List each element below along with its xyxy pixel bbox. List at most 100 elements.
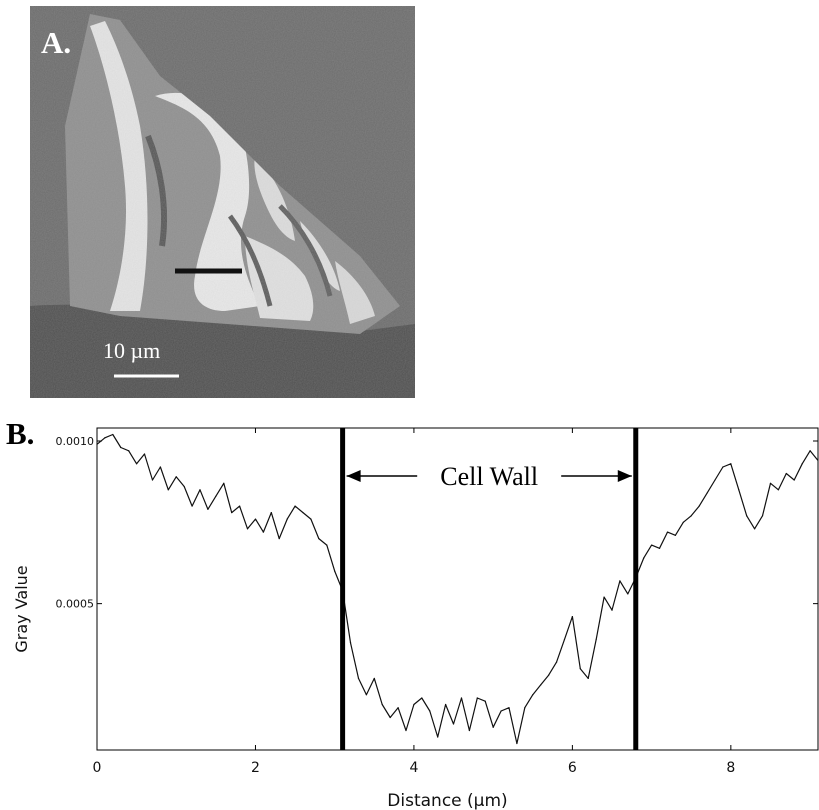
y-tick-label: 0.0005 xyxy=(56,598,95,611)
data-point xyxy=(658,547,661,549)
data-point xyxy=(595,638,597,641)
data-point xyxy=(429,710,431,712)
data-point xyxy=(548,674,550,676)
data-point xyxy=(769,482,772,484)
y-tick-label: 0.0010 xyxy=(56,435,95,448)
data-point xyxy=(96,443,98,445)
x-axis-label: Distance (µm) xyxy=(387,791,507,810)
data-point xyxy=(468,729,470,732)
x-tick-label: 4 xyxy=(409,760,418,776)
data-point xyxy=(690,515,692,517)
arrowhead-right-icon xyxy=(617,470,632,482)
data-point xyxy=(207,508,209,510)
cell-wall-annotation: Cell Wall xyxy=(440,462,538,491)
data-point xyxy=(706,492,708,494)
data-point xyxy=(437,736,439,738)
data-point xyxy=(777,489,779,491)
data-point xyxy=(143,453,146,455)
data-point xyxy=(674,534,676,536)
data-point xyxy=(231,511,233,514)
data-point xyxy=(159,466,161,468)
data-point xyxy=(571,616,573,618)
data-point xyxy=(270,511,272,514)
data-point xyxy=(294,505,296,507)
panel-a-label: A. xyxy=(41,25,72,60)
data-point xyxy=(175,476,177,478)
data-point xyxy=(714,479,716,481)
data-point xyxy=(151,479,154,481)
data-point xyxy=(722,466,724,468)
data-point xyxy=(167,489,169,491)
data-point xyxy=(666,531,669,533)
data-point xyxy=(651,544,653,546)
x-tick-label: 2 xyxy=(251,760,260,776)
y-axis-label: Gray Value xyxy=(12,565,31,652)
data-point xyxy=(278,537,280,540)
data-point xyxy=(128,450,130,452)
data-point xyxy=(563,638,566,641)
data-point xyxy=(104,437,106,439)
data-point xyxy=(817,459,819,462)
data-point xyxy=(532,694,534,696)
data-point xyxy=(476,697,478,699)
data-point xyxy=(555,661,558,663)
data-point xyxy=(215,495,217,497)
data-point xyxy=(754,528,756,530)
data-point xyxy=(112,433,114,436)
data-point xyxy=(603,596,605,598)
data-point xyxy=(793,479,795,481)
data-point xyxy=(484,700,486,702)
profile-series-line xyxy=(96,433,819,745)
data-point xyxy=(286,518,288,520)
data-point xyxy=(698,505,700,507)
data-point xyxy=(761,515,764,517)
data-point xyxy=(373,677,375,680)
data-point xyxy=(738,489,740,491)
data-point xyxy=(460,697,463,699)
data-point xyxy=(310,518,312,520)
noise-texture xyxy=(30,6,415,398)
data-point xyxy=(199,489,201,491)
plot-area-frame xyxy=(96,427,819,751)
data-point xyxy=(326,544,328,546)
data-point xyxy=(627,593,629,595)
arrowhead-left-icon xyxy=(346,470,361,482)
data-point xyxy=(254,518,257,520)
data-point xyxy=(587,677,589,680)
data-point xyxy=(183,485,185,488)
data-point xyxy=(445,703,447,706)
data-point xyxy=(239,505,241,507)
data-point xyxy=(809,450,811,452)
data-point xyxy=(318,537,320,540)
data-point xyxy=(611,609,613,611)
data-point xyxy=(619,580,621,582)
data-point xyxy=(389,716,391,719)
data-point xyxy=(120,446,122,449)
data-point xyxy=(500,710,502,712)
data-point xyxy=(334,570,336,572)
data-point xyxy=(405,729,407,732)
data-point xyxy=(191,505,193,507)
data-point xyxy=(540,684,542,686)
scale-bar-label: 10 µm xyxy=(103,338,161,363)
data-point xyxy=(397,707,399,709)
data-point xyxy=(381,703,383,706)
data-point xyxy=(682,521,684,523)
data-point xyxy=(643,557,645,559)
x-tick-label: 6 xyxy=(568,760,577,776)
data-point xyxy=(349,642,352,644)
data-point xyxy=(785,472,787,475)
x-tick-label: 0 xyxy=(93,760,102,776)
data-point xyxy=(524,707,526,709)
data-point xyxy=(452,723,455,725)
gray-value-profile-chart: 0 2 4 6 8 0.0005 0.0010 Cell Wall Distance (µm… xyxy=(12,427,819,810)
data-point xyxy=(746,515,748,517)
data-point xyxy=(508,707,510,709)
data-point xyxy=(421,697,423,699)
data-point xyxy=(730,463,732,465)
data-point xyxy=(413,703,415,706)
data-point xyxy=(302,511,304,514)
data-point xyxy=(516,742,518,745)
data-point xyxy=(579,668,581,670)
data-point xyxy=(262,531,264,533)
